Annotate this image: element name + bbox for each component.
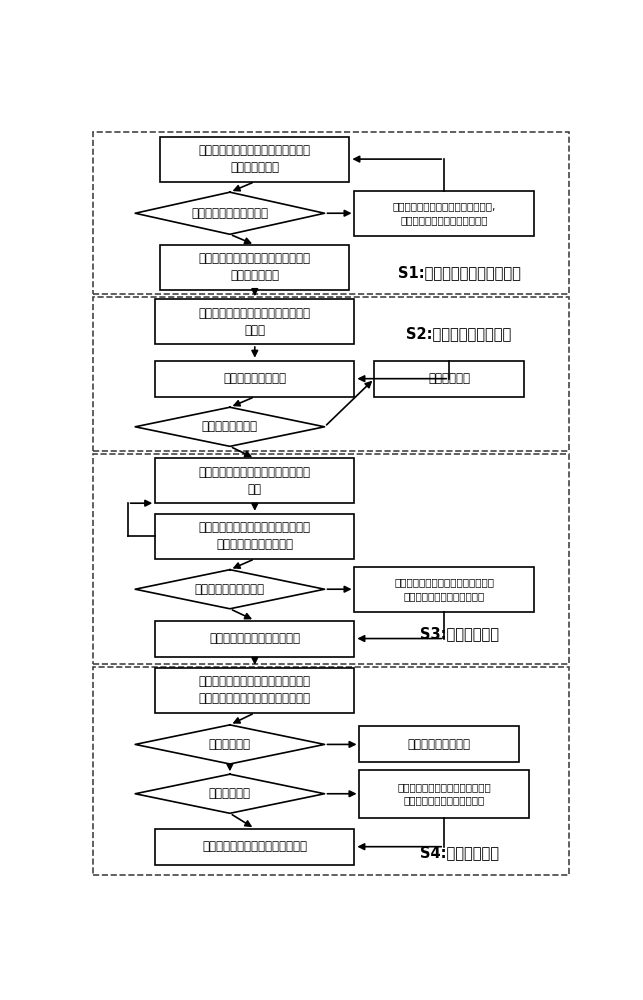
Text: 平台创建批次号并记录批次与周转盘
的关系、批次标状态为生产中: 平台创建批次号并记录批次与周转盘 的关系、批次标状态为生产中 [394,578,494,601]
Text: 平台记录批次号与产品的关系: 平台记录批次号与产品的关系 [209,632,300,645]
Bar [155,620,354,657]
Text: S1:确定批次产品绑定的工艺: S1:确定批次产品绑定的工艺 [397,266,521,281]
Bar [359,770,529,818]
Text: 判断此盘是否可用: 判断此盘是否可用 [202,420,258,433]
Bar [155,829,354,865]
Text: 提醒需重新配置该类型产品工艺流程,
工艺管理人员并去管理平台配置: 提醒需重新配置该类型产品工艺流程, 工艺管理人员并去管理平台配置 [392,202,496,225]
Bar [155,299,354,344]
Text: 有读电子元件的工艺流程: 有读电子元件的工艺流程 [192,207,268,220]
Text: 腾空周转盘，更改周转盘状态为可
用，更改批次状态为生产完成: 腾空周转盘，更改周转盘状态为可 用，更改批次状态为生产完成 [397,782,491,805]
Text: 正常走剩余工艺流程: 正常走剩余工艺流程 [408,738,471,751]
Bar [160,245,350,290]
Text: S4:批次产品过站: S4:批次产品过站 [420,845,498,860]
Text: 找到的工艺流程工位上打开批次过站
客户端: 找到的工艺流程工位上打开批次过站 客户端 [199,307,311,337]
Text: 按批次记录过站信息完成产品生产: 按批次记录过站信息完成产品生产 [203,840,307,853]
Text: 显示周转盘号及周转盘容量、选择制
令单: 显示周转盘号及周转盘容量、选择制 令单 [199,466,311,496]
Text: 根据产品物料代码去找最后读产品唯
一码的工艺流程: 根据产品物料代码去找最后读产品唯 一码的工艺流程 [199,144,311,174]
Polygon shape [135,774,325,813]
Text: 是否最后一站: 是否最后一站 [209,738,251,751]
Polygon shape [135,725,325,764]
Text: 根据产品物料代码去找最后读产品唯
一码的工艺流程: 根据产品物料代码去找最后读产品唯 一码的工艺流程 [199,252,311,282]
Text: 客户端批次过站，扫描装了产品的周
转盘取得此盘的当前批次按批次过站: 客户端批次过站，扫描装了产品的周 转盘取得此盘的当前批次按批次过站 [199,675,311,705]
Text: S3:批次产品绑定: S3:批次产品绑定 [420,627,498,642]
Polygon shape [135,407,325,446]
Text: 重新换周转盘: 重新换周转盘 [428,372,470,385]
Bar [155,668,354,713]
Polygon shape [135,570,325,609]
Bar [155,458,354,503]
Text: 是否带盘包装: 是否带盘包装 [209,787,251,800]
Bar [155,514,354,559]
Text: 空闲周转盘第一个产品: 空闲周转盘第一个产品 [195,583,265,596]
Text: 客户端扫描周转盘码: 客户端扫描周转盘码 [223,372,286,385]
Bar [359,726,519,762]
Text: 读取产品唯一码将此码及制令单号传
给平台，平台做防呆校验: 读取产品唯一码将此码及制令单号传 给平台，平台做防呆校验 [199,521,311,551]
Bar [155,361,354,397]
Bar [93,667,569,875]
Bar [354,191,534,236]
Bar [93,454,569,664]
Bar [354,567,534,612]
Bar [93,132,569,294]
Bar [374,361,524,397]
Bar [160,137,350,182]
Polygon shape [135,192,325,234]
Bar [93,297,569,451]
Text: S2:检查周转盘是否可用: S2:检查周转盘是否可用 [406,326,512,341]
